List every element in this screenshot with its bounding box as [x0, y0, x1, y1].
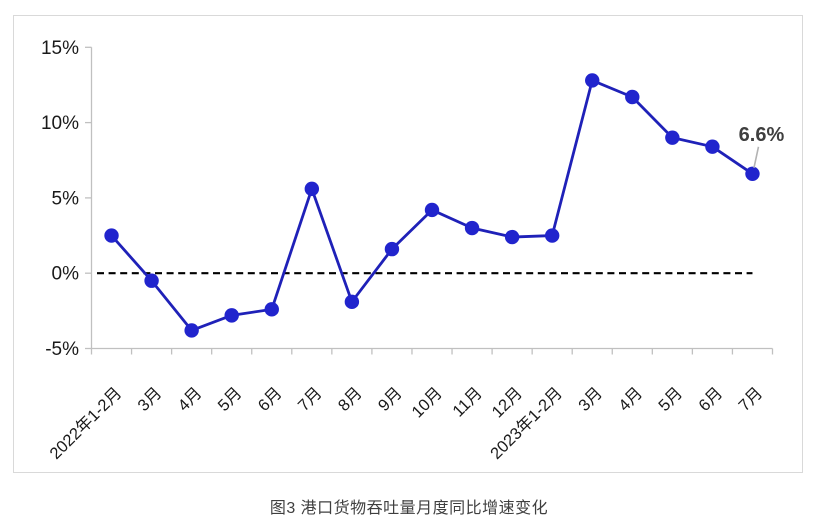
chart-caption: 图3 港口货物吞吐量月度同比增速变化: [269, 500, 549, 517]
x-tick-label: 4月: [175, 384, 206, 415]
y-tick-label: 15%: [41, 38, 79, 59]
data-point: [264, 302, 279, 317]
x-tick-label: 5月: [215, 384, 246, 415]
data-point: [104, 228, 119, 243]
data-point: [585, 73, 600, 88]
data-point: [304, 181, 320, 197]
data-point: [625, 89, 640, 105]
x-tick-label: 3月: [575, 384, 606, 415]
x-tick-label: 9月: [375, 384, 406, 415]
y-tick-label: 10%: [41, 113, 79, 134]
x-tick-label: 2023年1-2月: [486, 383, 566, 463]
x-tick-label: 5月: [655, 384, 686, 415]
x-tick-label: 7月: [295, 384, 326, 415]
y-tick-label: -5%: [45, 339, 79, 360]
x-tick-label: 6月: [695, 384, 726, 415]
data-point: [464, 220, 480, 236]
x-tick-label: 6月: [255, 384, 286, 415]
data-point: [384, 241, 400, 257]
x-tick-label: 2022年1-2月: [46, 383, 126, 463]
y-tick-label: 5%: [52, 188, 80, 209]
data-point: [224, 308, 239, 323]
annotation-leader-line: [753, 146, 760, 168]
x-tick-label: 7月: [735, 384, 766, 415]
data-point: [745, 166, 760, 182]
x-tick-label: 8月: [335, 384, 366, 415]
chart-frame: [13, 15, 803, 473]
data-point: [344, 294, 360, 310]
data-point: [705, 139, 720, 154]
data-point: [665, 130, 680, 145]
data-point: [144, 273, 159, 288]
data-point: [544, 228, 560, 243]
data-point: [504, 229, 520, 245]
data-point: [184, 323, 199, 338]
y-tick-label: 0%: [52, 264, 80, 285]
x-tick-label: 3月: [135, 384, 166, 415]
annotation-label: 6.6%: [739, 124, 785, 146]
x-tick-label: 11月: [449, 384, 486, 421]
x-tick-label: 10月: [408, 384, 445, 421]
x-tick-label: 4月: [615, 384, 646, 415]
data-point: [424, 202, 440, 218]
